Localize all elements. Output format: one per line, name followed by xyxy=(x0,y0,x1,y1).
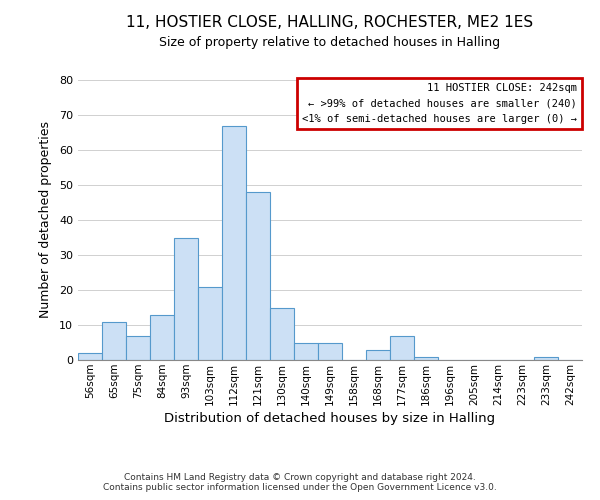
Bar xyxy=(102,322,126,360)
Bar xyxy=(270,308,294,360)
Bar xyxy=(294,342,318,360)
Bar xyxy=(246,192,270,360)
X-axis label: Distribution of detached houses by size in Halling: Distribution of detached houses by size … xyxy=(164,412,496,425)
Bar xyxy=(390,336,414,360)
Bar xyxy=(126,336,150,360)
Y-axis label: Number of detached properties: Number of detached properties xyxy=(39,122,52,318)
Text: Size of property relative to detached houses in Halling: Size of property relative to detached ho… xyxy=(160,36,500,49)
Bar xyxy=(78,353,102,360)
Bar xyxy=(222,126,246,360)
Bar xyxy=(150,314,174,360)
Text: 11 HOSTIER CLOSE: 242sqm
← >99% of detached houses are smaller (240)
<1% of semi: 11 HOSTIER CLOSE: 242sqm ← >99% of detac… xyxy=(302,83,577,124)
Bar xyxy=(366,350,390,360)
Bar xyxy=(198,286,222,360)
Bar xyxy=(318,342,342,360)
Bar xyxy=(174,238,198,360)
Text: 11, HOSTIER CLOSE, HALLING, ROCHESTER, ME2 1ES: 11, HOSTIER CLOSE, HALLING, ROCHESTER, M… xyxy=(127,15,533,30)
Text: Contains HM Land Registry data © Crown copyright and database right 2024.
Contai: Contains HM Land Registry data © Crown c… xyxy=(103,473,497,492)
Bar xyxy=(534,356,558,360)
Bar xyxy=(414,356,438,360)
